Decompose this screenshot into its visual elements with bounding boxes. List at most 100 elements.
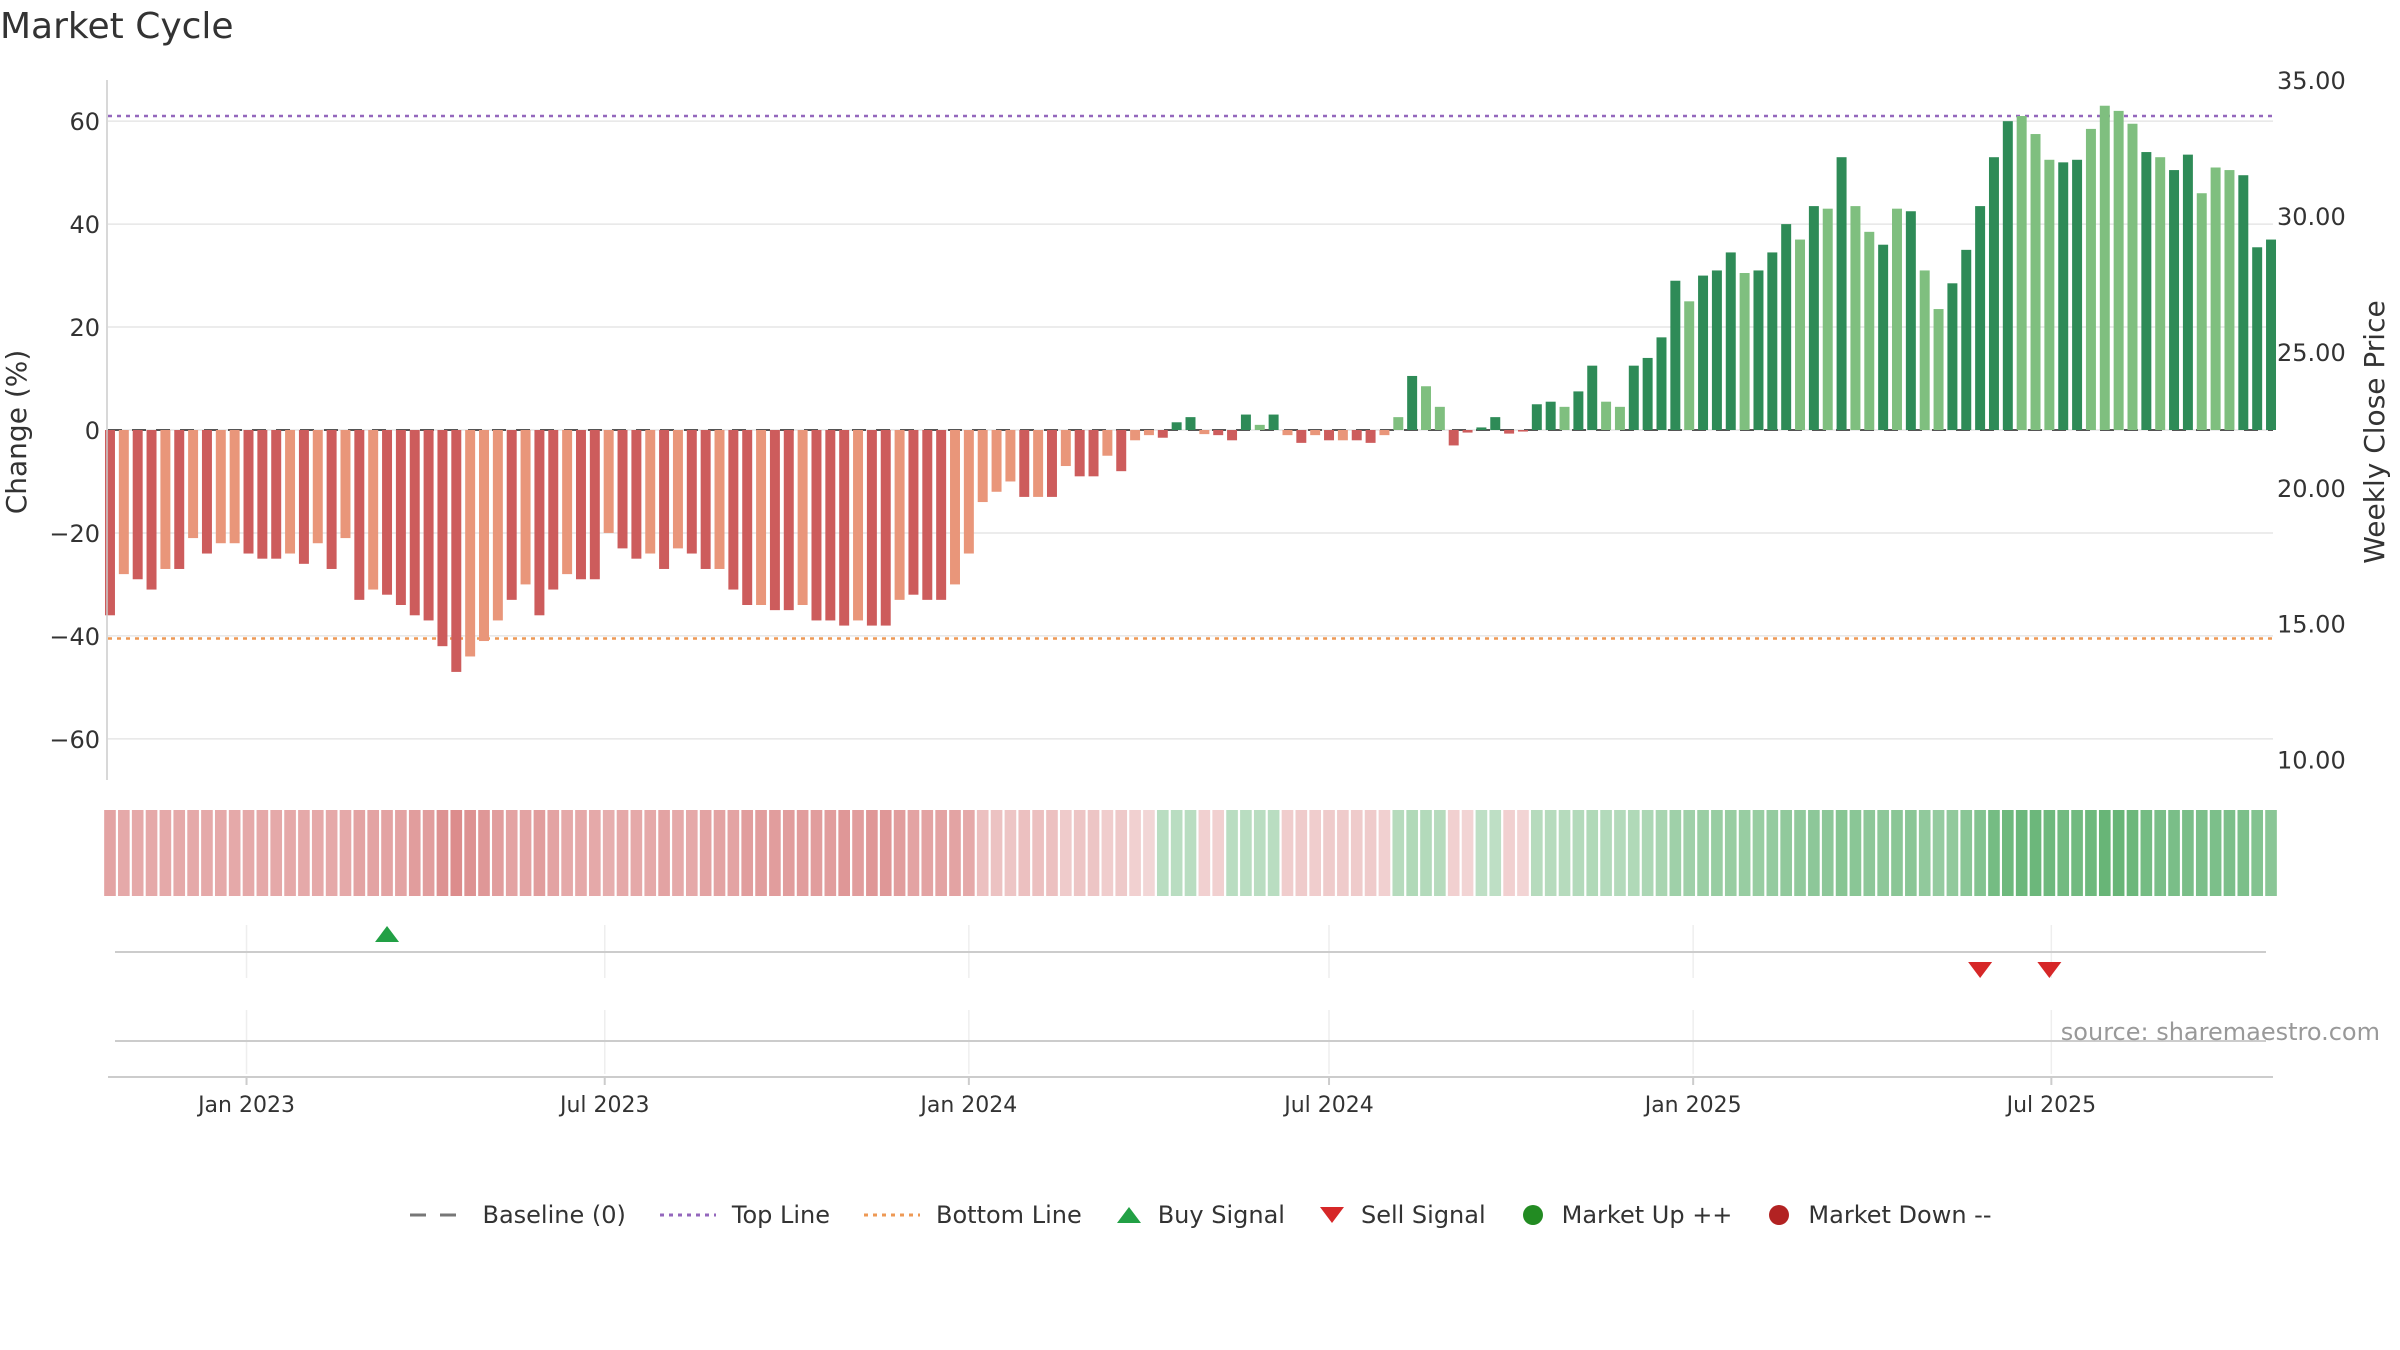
change-bar [1337,430,1348,441]
strength-cell [699,810,712,896]
strength-cell [1350,810,1363,896]
strength-cell [339,810,352,896]
change-bar [1767,252,1778,430]
change-bar [589,430,600,580]
change-bar [603,430,614,533]
change-bar [1795,239,1806,430]
change-bar [1933,309,1944,430]
change-bar [1060,430,1071,467]
strength-cell [1489,810,1502,896]
strength-cell [1724,810,1737,896]
strength-cell [1558,810,1571,896]
change-bar [2224,170,2235,430]
strength-cell [2182,810,2194,896]
change-bar [617,430,628,549]
legend-symbol [410,1213,467,1217]
change-bar [534,430,545,616]
legend-item: Market Up ++ [1518,1200,1732,1230]
change-bar [1781,224,1792,430]
change-bar [853,430,864,621]
change-bar [1379,430,1390,436]
legend-symbol [1769,1205,1790,1225]
change-bar [1504,430,1515,434]
legend-label: Baseline (0) [482,1201,626,1229]
strength-cell [2195,810,2208,896]
change-bar [1310,430,1321,436]
change-bar [1213,430,1224,436]
change-bar [548,430,559,590]
y-tick-left: 40 [69,211,100,239]
change-bar [174,430,185,569]
change-bar [1199,430,1210,435]
change-bar [2113,110,2124,430]
strength-cell [935,810,947,896]
strength-cell [2154,810,2167,896]
change-bar [1448,430,1459,446]
change-bar [1628,365,1639,430]
change-bar [1601,401,1612,430]
strength-cell [505,810,518,896]
strength-cell [1475,810,1488,896]
change-bar [922,430,933,600]
change-bar [714,430,725,569]
change-bar [645,430,656,554]
strength-cell [395,810,407,896]
strength-cell [131,810,144,896]
buy-signal-marker [375,926,400,942]
strength-cell [575,810,587,896]
change-bar [631,430,642,559]
strength-cell [644,810,657,896]
strength-cell [325,810,338,896]
change-bar [1808,206,1819,430]
strength-cell [1669,810,1682,896]
change-bar [2182,154,2193,430]
change-bar [285,430,296,554]
change-bar [479,430,489,642]
strength-cell [242,810,255,896]
change-bar [2002,121,2013,431]
strength-cell [1406,810,1418,896]
strength-cell [1129,810,1141,896]
change-bar [160,430,171,569]
strength-cell [1572,810,1585,896]
strength-cell [159,810,172,896]
strength-cell [796,810,809,896]
y-tick-left: −60 [49,726,100,754]
strength-cell [256,810,269,896]
strength-cell [187,810,199,896]
legend-item: Buy Signal [1114,1200,1285,1230]
change-bar [451,430,462,672]
y-tick-left: 0 [85,417,100,445]
legend-item: Top Line [658,1200,830,1230]
strength-cell [2001,810,2014,896]
change-bar [811,430,822,621]
strength-cell [492,810,504,896]
change-bar [839,430,850,626]
change-bar [977,430,988,503]
strength-cell [616,810,629,896]
y-axis-left-label: Change (%) [0,350,33,515]
strength-cell [1835,810,1848,896]
strength-cell [1503,810,1515,896]
x-axis: Jan 2023 Jul 2023 Jan 2024 Jul 2024 Jan 2025… [108,1076,2273,1118]
change-bar [963,430,974,554]
strength-cell [1184,810,1197,896]
change-bar [756,430,767,605]
change-bar [1573,391,1584,430]
change-bar [312,430,323,544]
x-tick-label: Jul 2025 [2005,1093,2097,1118]
strength-cell [2168,810,2180,896]
change-bar [1393,417,1404,430]
legend: Baseline (0) Top Line Bottom Line Buy Signa… [0,1200,2400,1230]
axes: 60 40 20 0 −20 −40 −60 35.00 30.00 25.00 20.00 15.0… [49,67,2346,780]
strength-cell [547,810,560,896]
strength-cell [2112,810,2125,896]
strength-cell [2071,810,2083,896]
change-bar [1739,273,1750,430]
change-bar [1836,157,1847,431]
x-tick-label: Jan 2024 [918,1093,1017,1118]
strength-cell [1156,810,1169,896]
strength-cell [1240,810,1252,896]
strength-cell [713,810,726,896]
change-bar [686,430,697,554]
